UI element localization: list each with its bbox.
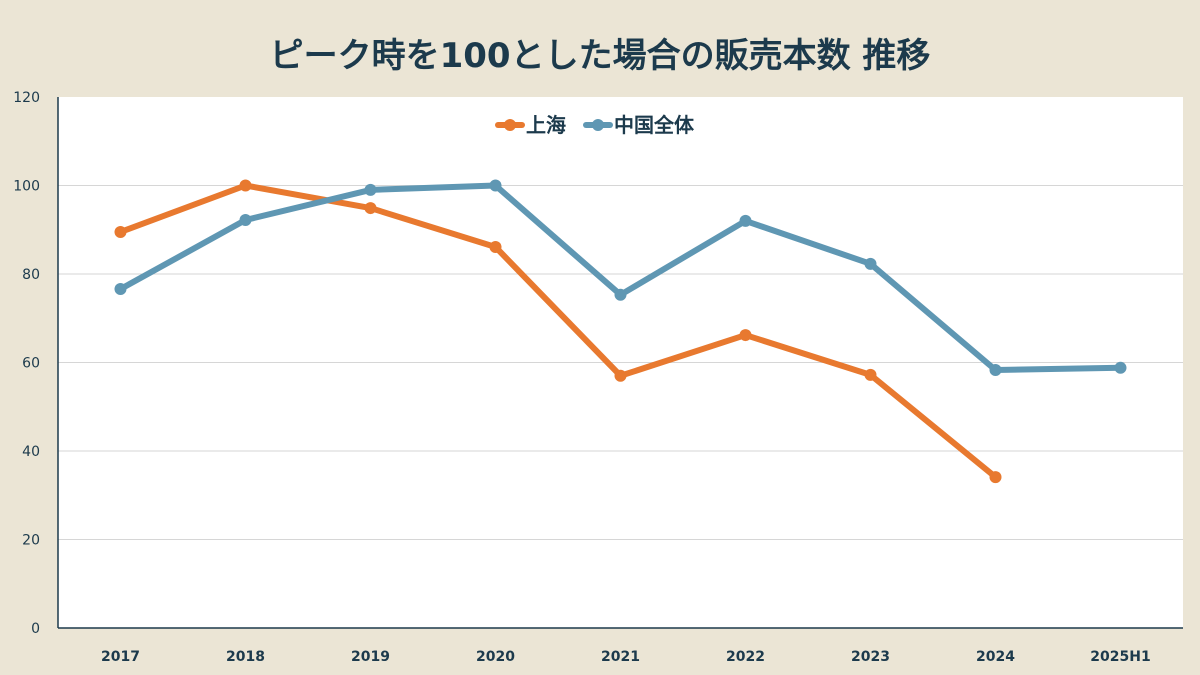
data-point-1 — [239, 214, 252, 227]
data-point-1 — [739, 214, 752, 227]
x-tick-label: 2019 — [351, 649, 390, 665]
data-point-0 — [614, 369, 627, 382]
x-tick-label: 2025H1 — [1090, 649, 1150, 665]
x-tick-label: 2018 — [226, 649, 265, 665]
x-tick-label: 2017 — [101, 649, 140, 665]
data-point-0 — [489, 241, 502, 254]
x-tick-label: 2024 — [976, 649, 1015, 665]
y-tick-label: 100 — [13, 179, 40, 195]
x-tick-label: 2023 — [851, 649, 890, 665]
data-point-0 — [739, 329, 752, 342]
x-tick-label: 2021 — [601, 649, 640, 665]
legend-label: 中国全体 — [614, 113, 695, 137]
y-tick-label: 80 — [22, 267, 40, 283]
y-tick-label: 0 — [31, 621, 40, 637]
y-tick-label: 20 — [22, 533, 40, 549]
data-point-0 — [364, 202, 377, 215]
chart-title: ピーク時を100とした場合の販売本数 推移 — [269, 36, 931, 76]
x-tick-label: 2022 — [726, 649, 765, 665]
data-point-1 — [989, 364, 1002, 377]
legend-label: 上海 — [526, 113, 566, 137]
data-point-1 — [1114, 361, 1127, 374]
x-tick-label: 2020 — [476, 649, 515, 665]
data-point-1 — [364, 183, 377, 196]
data-point-0 — [989, 471, 1002, 484]
data-point-1 — [114, 283, 127, 296]
y-tick-label: 120 — [13, 90, 40, 106]
data-point-1 — [489, 179, 502, 192]
y-tick-label: 60 — [22, 356, 40, 372]
data-point-1 — [864, 257, 877, 270]
data-point-0 — [239, 179, 252, 192]
legend-marker-0 — [504, 119, 516, 131]
series-line-0 — [119, 182, 998, 480]
data-point-1 — [614, 288, 627, 301]
data-point-0 — [114, 225, 127, 238]
legend-marker-1 — [592, 119, 604, 131]
y-tick-label: 40 — [22, 444, 40, 460]
data-point-0 — [864, 368, 877, 381]
